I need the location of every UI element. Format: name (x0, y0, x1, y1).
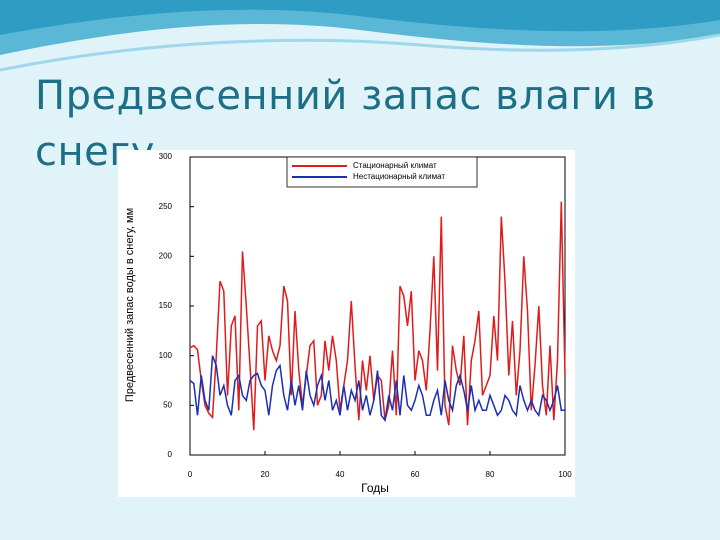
x-tick-label: 0 (188, 470, 193, 479)
slide-title: Предвесенний запас влаги в снегу (35, 73, 656, 175)
legend-box (286, 156, 478, 188)
y-tick-label: 300 (159, 152, 173, 161)
wave (0, 0, 720, 35)
legend-label: Нестационарный климат (353, 172, 445, 181)
y-tick-label: 200 (159, 251, 173, 260)
series-line (189, 355, 565, 423)
wave-line (0, 33, 720, 72)
chart: Предвесенний запас воды в снегу, мм Годы… (118, 150, 575, 497)
x-tick-label: 60 (411, 470, 420, 479)
x-tick-label: 100 (558, 470, 572, 479)
y-tick-label: 0 (168, 450, 173, 459)
x-tick-label: 20 (261, 470, 270, 479)
y-axis-label: Предвесенний запас воды в снегу, мм (124, 208, 136, 402)
x-tick-label: 40 (336, 470, 345, 479)
y-tick-label: 250 (159, 202, 173, 211)
legend-label: Стационарный климат (353, 161, 437, 170)
y-tick-label: 100 (159, 351, 173, 360)
y-tick-label: 150 (159, 301, 173, 310)
x-axis-label: Годы (361, 481, 389, 495)
x-tick-label: 80 (486, 470, 495, 479)
wave-decoration (0, 0, 720, 72)
y-tick-label: 50 (163, 400, 172, 409)
